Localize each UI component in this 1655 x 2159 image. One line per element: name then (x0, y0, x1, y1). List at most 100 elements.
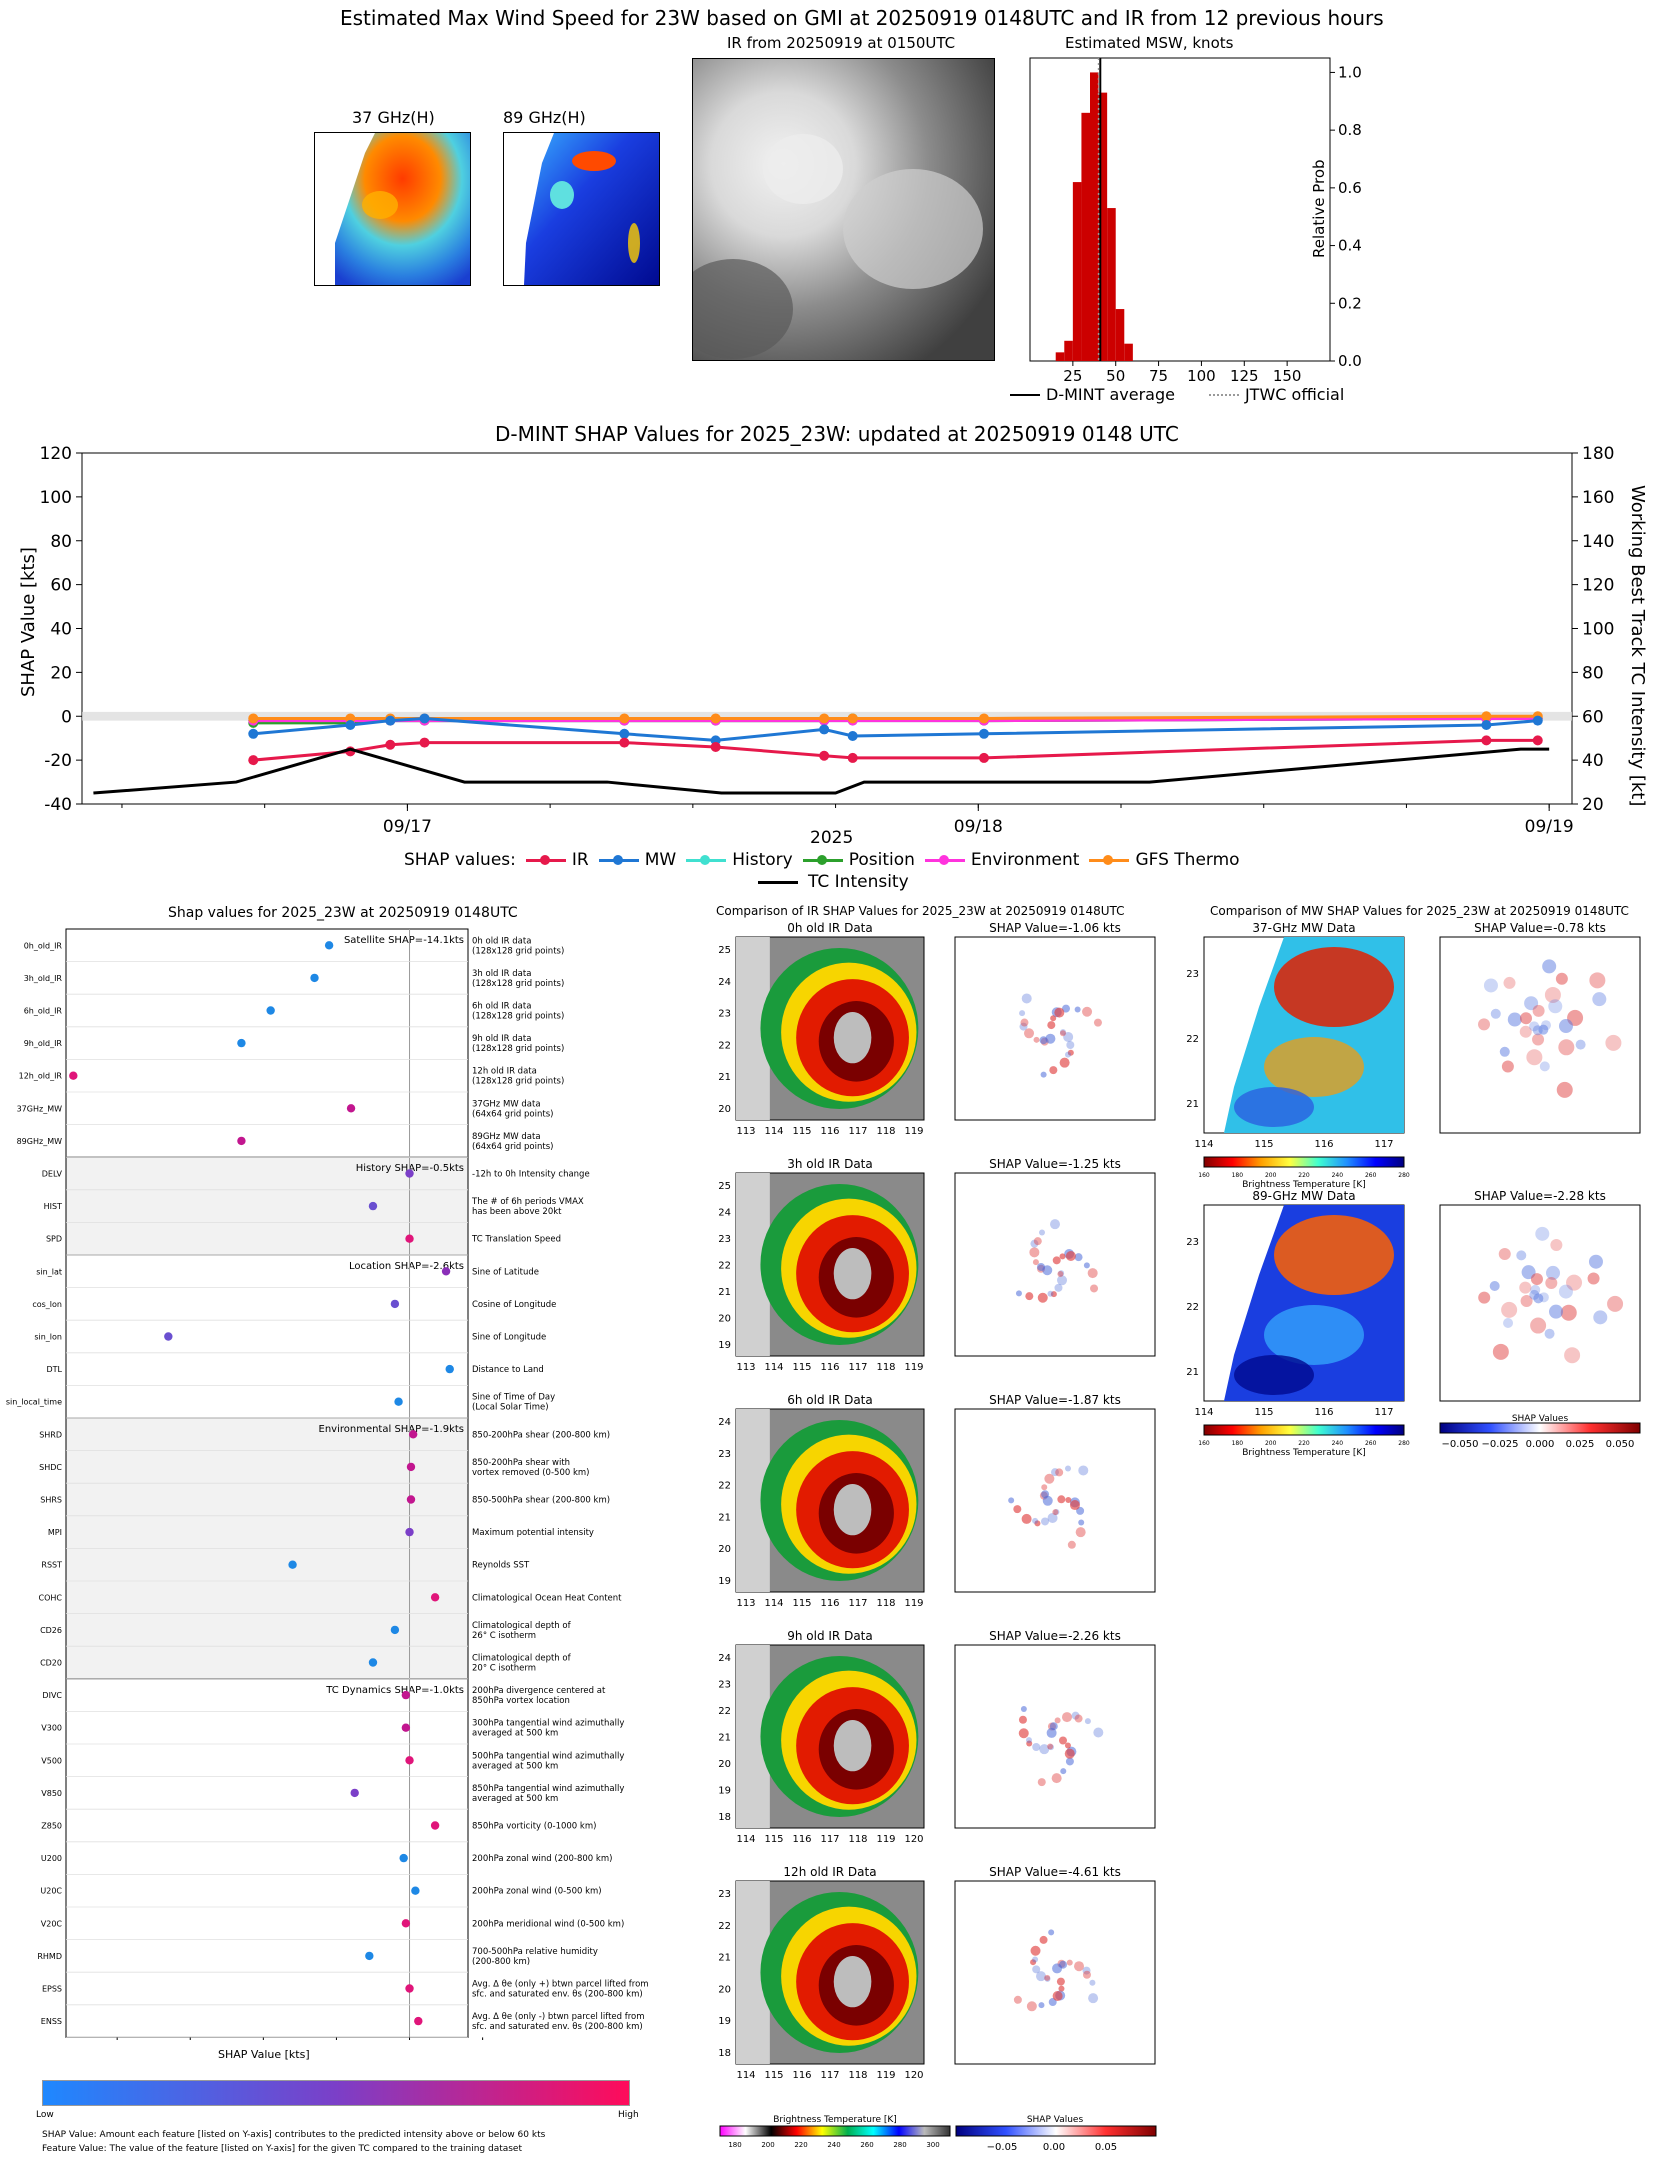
mw-shap-blob (1564, 1347, 1581, 1364)
ir-shap-image (954, 1880, 1156, 2065)
hist-bar (1124, 343, 1133, 361)
shap-feature-desc: (128x128 grid points) (472, 946, 564, 956)
shap-blob (1074, 1714, 1083, 1723)
ir-ytick-label: 18 (718, 2048, 731, 2059)
shap-blob (1074, 1961, 1085, 1972)
shap-feature-dot (405, 1984, 414, 1993)
shap-blob (1048, 1929, 1055, 1936)
series-point-mw (345, 720, 356, 731)
cloud-core (833, 1248, 872, 1300)
mw-shap-blob (1499, 1046, 1510, 1057)
series-point-mw (847, 730, 858, 741)
shap-blob (1051, 1773, 1062, 1784)
shap-feature-desc: Avg. Δ θe (only -) btwn parcel lifted fr… (472, 2012, 645, 2022)
shap-blob (1033, 1036, 1040, 1043)
mw-shap-blob (1501, 1060, 1514, 1073)
mw-shap-blob (1550, 1239, 1563, 1252)
series-point-mw (978, 728, 989, 739)
mw-shap-blob (1507, 1012, 1522, 1027)
ir-ytick-label: 24 (718, 1208, 731, 1219)
shap-group-label: Location SHAP=-2.6kts (349, 1261, 464, 1272)
shap-feature-desc: 850-200hPa shear (200-800 km) (472, 1430, 610, 1440)
shap-panel-title: Shap values for 2025_23W at 20250919 014… (168, 905, 518, 921)
ir-ytick-label: 21 (718, 1733, 731, 1744)
timeseries-title: D-MINT SHAP Values for 2025_23W: updated… (495, 422, 1179, 446)
mw-shap-blob (1498, 1248, 1511, 1261)
ir-xtick-label: 116 (820, 1126, 839, 1137)
shap-blob (1066, 1041, 1075, 1050)
shap-blob (1065, 1496, 1072, 1503)
shap-blob (1026, 1737, 1032, 1744)
series-point-ir (710, 741, 721, 752)
shap-blob (1060, 1029, 1066, 1036)
ts-ytick-right-label: 20 (1582, 795, 1604, 815)
mw-shap-blob (1539, 1061, 1550, 1072)
shap-blob (1053, 1509, 1060, 1516)
shap-feature-desc: 850hPa tangential wind azimuthally (472, 1784, 624, 1794)
mw-shap-blob (1533, 1293, 1544, 1304)
ts-ytick-right-label: 60 (1582, 707, 1604, 727)
mw-shap-blob (1566, 1274, 1583, 1291)
shap-feature-name: SHDC (39, 1463, 62, 1472)
mw-shap-blob (1489, 1281, 1500, 1292)
hist-bar (1115, 309, 1125, 361)
shap-blob (1039, 1935, 1048, 1944)
shap-feature-name: DTL (46, 1365, 62, 1374)
shap-feature-dot (324, 941, 334, 950)
ir-bt-tick: 180 (728, 2141, 741, 2149)
mw-core-warm (1274, 947, 1394, 1027)
mw-bt-tick: 180 (1232, 1440, 1244, 1447)
shap-feature-desc: Avg. Δ θe (only +) btwn parcel lifted fr… (472, 1980, 649, 1990)
image-frame (954, 936, 1156, 1121)
shap-blob (1040, 1071, 1047, 1078)
shap-blob (1059, 1057, 1070, 1068)
legend-history-swatch (686, 854, 727, 865)
shap-blob (1059, 1253, 1066, 1260)
mw-shap-blob (1546, 1265, 1560, 1280)
ir-shap-image (954, 1644, 1156, 1829)
ir-data-image (735, 1880, 925, 2065)
ir-xtick-label: 115 (764, 2070, 783, 2081)
ir-xtick-label: 117 (820, 1834, 839, 1845)
ir-xtick-label: 116 (792, 2070, 811, 2081)
ir-shap-title: SHAP Value=-4.61 kts (989, 1865, 1121, 1879)
shap-feature-name: V500 (41, 1756, 62, 1765)
shap-feature-desc: vortex removed (0-500 km) (472, 1468, 589, 1478)
ir-bt-tick: 240 (827, 2141, 840, 2149)
shap-blob (1029, 1247, 1040, 1258)
ir-ytick-label: 23 (718, 1234, 731, 1245)
series-point-gfs-thermo (1481, 711, 1492, 722)
shap-blob (1075, 1527, 1086, 1538)
shap-blob (1065, 1051, 1071, 1058)
shap-blob (1055, 1468, 1064, 1477)
shap-feature-desc: (128x128 grid points) (472, 1044, 564, 1054)
legend-history: History (686, 850, 793, 870)
mw-shap-title: SHAP Value=-0.78 kts (1474, 921, 1606, 935)
ts-ytick-right-label: 120 (1582, 576, 1614, 596)
hist-ytick-label: 0.4 (1338, 237, 1362, 255)
ir-data-image (735, 1644, 925, 1829)
ir-data-image (735, 1408, 925, 1593)
ir-xtick-label: 113 (736, 1362, 755, 1373)
mw-shap-blob (1501, 1301, 1518, 1318)
shap-feature-dot (401, 1919, 411, 1928)
shap-feature-dot (237, 1038, 246, 1048)
mw-shap-blob (1519, 1281, 1532, 1294)
shap-blob (1069, 1500, 1080, 1511)
shap-feature-name: EPSS (42, 1985, 62, 1994)
shap-feature-dot (414, 2016, 423, 2026)
ts-xtick-label: 09/18 (954, 817, 1003, 837)
ir-bt-cbar-label: Brightness Temperature [K] (773, 2115, 897, 2125)
shap-feature-name: SPD (46, 1235, 62, 1244)
mw-shap-blob (1529, 1289, 1540, 1300)
shap-feature-name: 37GHz_MW (17, 1104, 62, 1113)
legend-ir-swatch (525, 854, 566, 865)
shap-feature-desc: 300hPa tangential wind azimuthally (472, 1719, 624, 1729)
ir-shap-image (954, 1408, 1156, 1593)
mw-bt-colorbar (1203, 1424, 1405, 1436)
shap-feature-dot (399, 1853, 408, 1863)
shap-feature-name: DIVC (42, 1691, 62, 1700)
shap-blob (1047, 1021, 1056, 1030)
ir-ytick-label: 21 (718, 1072, 731, 1083)
mw-core-cold (1234, 1355, 1314, 1395)
